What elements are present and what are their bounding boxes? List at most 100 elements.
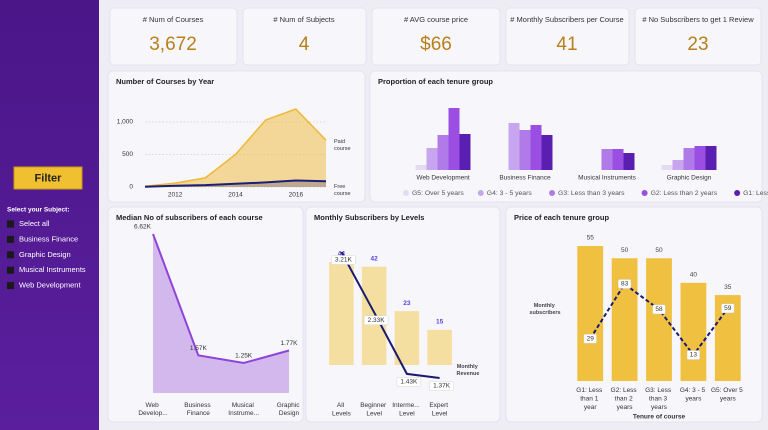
chart-card [107,206,304,423]
checkbox[interactable] [7,282,14,290]
bar [427,329,452,365]
kpi-label: # Num of Subjects [273,15,335,24]
text-line: Business [184,402,212,409]
bar [577,246,604,381]
filter-option[interactable]: Musical Instruments [19,265,86,274]
kpi-value: 41 [556,34,577,55]
bar-label: 40 [690,272,698,279]
text-line: Revenue [457,371,480,377]
data-label: 6.62K [134,224,152,231]
bar [448,108,460,170]
data-label: 1.25K [235,353,253,360]
checkbox[interactable] [7,235,14,243]
x-axis-title: Tenure of course [633,414,686,421]
text-line: subscribers [529,310,560,316]
bar [611,258,638,381]
bar [329,262,354,365]
bar [437,135,449,170]
bar [694,146,706,170]
label-box [583,334,597,344]
data-label: 1.57K [190,345,208,352]
text-line: years [685,395,702,402]
x-tick-label: Interme... Level [392,402,421,418]
bar [612,149,624,170]
filter-option[interactable]: Graphic Design [19,250,71,259]
bar [705,146,717,170]
area-line [144,108,327,188]
text-line: Design [279,410,300,417]
filter-option[interactable]: Business Finance [19,234,78,243]
text-line: Interme... [392,402,421,409]
checkbox[interactable] [7,220,14,228]
x-tick-label: Musical Instruments [578,175,637,182]
x-tick-label: Musical Instrume... [228,402,259,417]
text-line: Develop... [138,410,167,417]
filter-button[interactable] [13,166,83,190]
bar [394,311,420,365]
bar-label: 23 [403,300,411,307]
series-label: Paid course [334,140,351,153]
label-box [652,304,666,315]
area-line [144,179,327,188]
legend-label: G5: Over 5 years [412,190,464,197]
text-line: Instrume... [228,410,259,417]
text-line: Level [432,410,448,417]
area-fill [153,234,289,393]
kpi-card [371,7,501,66]
bar [415,165,427,170]
checkbox[interactable] [7,251,14,259]
text-line: than 1 [580,395,600,402]
bar [623,153,635,170]
line-label: 1.37K [433,383,451,390]
label-box [721,303,735,314]
line-label: 13 [690,352,698,359]
text-line: G2: Less [611,387,639,394]
bar-label: 50 [655,247,663,254]
bar-label: 35 [724,284,732,291]
chart-card [369,70,763,203]
label-box [618,279,632,289]
x-tick-label: Beginner Level [360,402,388,418]
text-line: Web [145,402,160,409]
x-tick-label: 2014 [228,192,243,199]
filter-button-label: Filter [35,172,63,184]
bar [459,134,471,170]
bar [661,165,673,170]
filter-option[interactable]: Web Development [19,281,81,290]
text-line: Beginner [360,402,388,409]
text-line: Musical [232,402,256,409]
filter-option[interactable]: Select all [19,219,50,228]
chart-title: Monthly Subscribers by Levels [314,213,424,222]
kpi-card [634,7,762,66]
line-label: 2.33K [368,317,386,324]
x-tick-label: 2012 [168,192,183,199]
text-line: Finance [187,410,211,417]
bar [672,160,684,170]
x-tick-label: 2016 [289,192,304,199]
x-tick-label: Web Development [416,175,470,182]
checkbox[interactable] [7,266,14,274]
kpi-value: 4 [299,34,310,55]
label-box [686,350,700,360]
label-box [396,377,422,387]
bar [541,135,553,170]
bar [683,148,695,170]
sidebar [0,0,99,430]
text-line: G3: Less [645,387,673,394]
kpi-label: # No Subscribers to get 1 Review [642,15,754,24]
x-tick-label: Graphic Design [277,402,302,417]
data-label: 1.77K [281,340,299,347]
bar-label: 42 [371,255,379,262]
bar [646,258,672,381]
text-line: than 3 [649,395,669,402]
line-label: 58 [655,306,663,313]
bar [530,125,542,170]
x-tick-label: Web Develop... [138,402,167,417]
text-line: Level [399,410,415,417]
legend-label: G3: Less than 3 years [558,190,625,197]
y-tick-label: 0 [129,184,133,191]
bar-label: 50 [621,247,629,254]
chart-title: Price of each tenure group [514,213,609,222]
legend-label: G1: Less than 1 year [743,190,768,197]
